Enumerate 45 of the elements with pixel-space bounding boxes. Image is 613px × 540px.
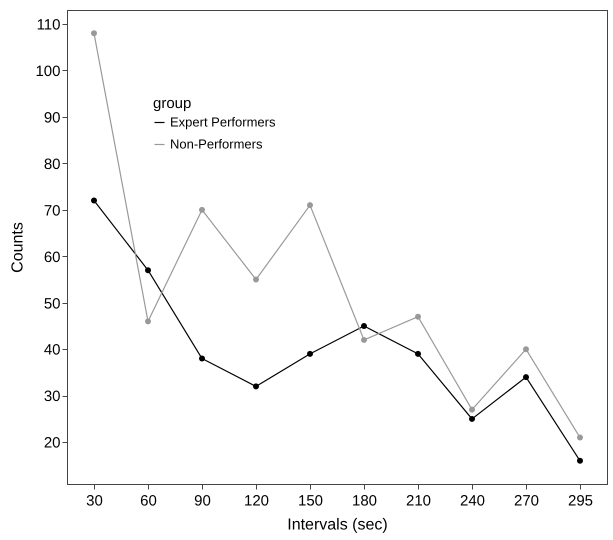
point <box>577 458 583 464</box>
point <box>199 206 205 213</box>
point <box>91 30 97 36</box>
point <box>253 383 259 390</box>
point <box>91 198 97 204</box>
y-tick-label: 100 <box>35 62 60 80</box>
legend-title: group <box>153 95 192 112</box>
y-tick-label: 50 <box>44 295 60 312</box>
point <box>523 346 529 352</box>
y-tick-label: 40 <box>44 342 60 359</box>
y-tick-label: 110 <box>36 16 60 34</box>
x-tick-label: 30 <box>86 492 103 510</box>
point <box>307 202 313 208</box>
y-tick-label: 70 <box>44 202 60 220</box>
point <box>361 336 367 343</box>
point <box>577 434 583 441</box>
x-tick-label: 240 <box>460 492 486 510</box>
x-tick-label: 60 <box>140 492 157 510</box>
point <box>469 416 475 422</box>
y-tick-label: 30 <box>44 388 60 406</box>
point <box>199 356 205 362</box>
point <box>361 323 367 329</box>
legend-label: Non-Performers <box>170 136 263 152</box>
x-tick-label: 270 <box>514 492 540 510</box>
point <box>415 350 421 357</box>
x-axis-title: Intervals (sec) <box>287 516 388 534</box>
x-tick-label: 120 <box>244 492 270 510</box>
x-tick-label: 150 <box>298 492 324 510</box>
x-tick-label: 180 <box>352 492 378 510</box>
y-axis-title: Counts <box>9 222 26 273</box>
y-tick-label: 90 <box>44 109 60 126</box>
x-tick-label: 210 <box>406 492 432 510</box>
x-tick-label: 295 <box>568 492 594 510</box>
point <box>253 276 259 283</box>
point <box>415 314 421 320</box>
point <box>523 374 529 380</box>
x-tick-label: 90 <box>194 492 211 510</box>
point <box>307 350 313 357</box>
point <box>145 318 151 324</box>
y-tick-label: 80 <box>44 156 60 173</box>
legend-label: Expert Performers <box>170 114 276 130</box>
point <box>145 267 151 274</box>
point <box>469 406 475 413</box>
y-tick-label: 60 <box>44 248 60 266</box>
y-tick-label: 20 <box>44 434 60 452</box>
